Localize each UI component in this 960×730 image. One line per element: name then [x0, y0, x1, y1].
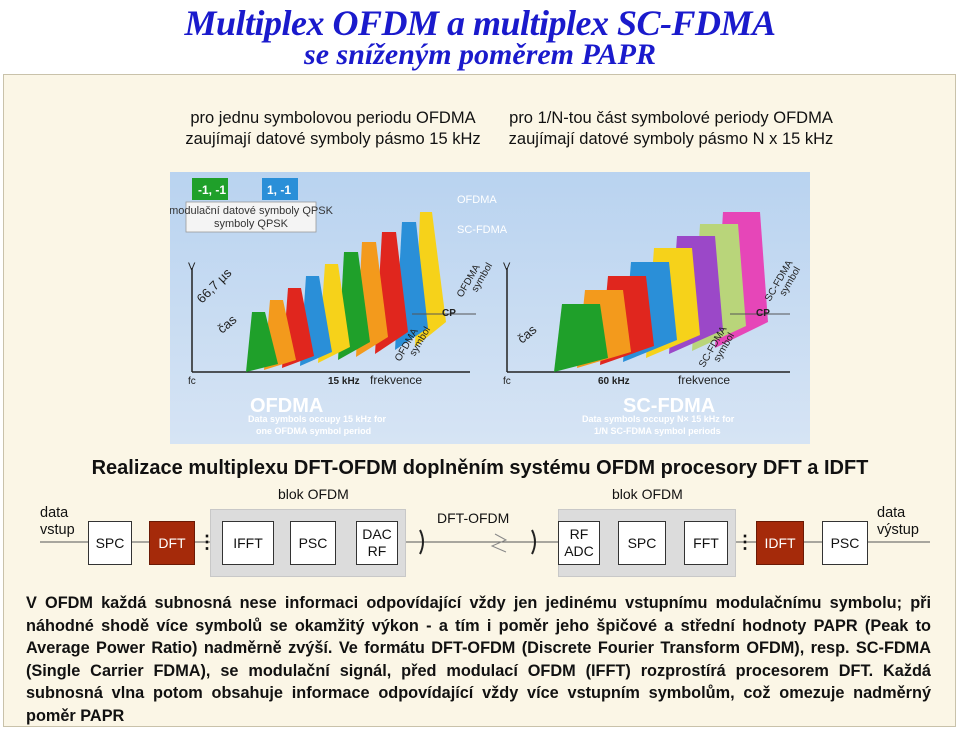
- rx-psc-block: PSC: [822, 521, 868, 565]
- blok-ofdm-right-label: blok OFDM: [612, 486, 683, 502]
- blok-ofdm-left-label: blok OFDM: [278, 486, 349, 502]
- ofdma-freq-label: frekvence: [370, 373, 422, 387]
- ofdma-cp-label: CP: [442, 308, 456, 319]
- page-subtitle: se sníženým poměrem PAPR: [304, 38, 656, 71]
- legend-neg-label: -1, -1: [198, 183, 226, 197]
- ofdma-slices: [246, 212, 446, 372]
- scfdma-freq-label: frekvence: [678, 373, 730, 387]
- tx-dots: ⋮: [198, 532, 216, 552]
- data-input-label: data vstup: [40, 505, 75, 538]
- scfdma-bandwidth: 60 kHz: [598, 376, 630, 387]
- tx-dft-block: DFT: [149, 521, 195, 565]
- scfdma-slice: [554, 304, 608, 372]
- scfdma-name: SC-FDMA: [623, 395, 715, 417]
- caption-ofdma: pro jednu symbolovou periodu OFDMA zaují…: [185, 109, 481, 148]
- tx-psc-block: PSC: [290, 521, 336, 565]
- ofdma-slice: [246, 312, 278, 372]
- legend-box: [185, 201, 317, 233]
- legend-chip-pos: [262, 178, 298, 200]
- caption-scfdma: pro 1/N-tou část symbolové periody OFDMA…: [508, 109, 834, 148]
- rx-antenna-icon: [531, 529, 536, 555]
- tx-dac-rf-block: DAC RF: [356, 521, 398, 565]
- scfdma-note: Data symbols occupy N× 15 kHz for 1/N SC-…: [582, 414, 735, 436]
- rx-rf-adc-block: RF ADC: [558, 521, 600, 565]
- tx-ifft-block: IFFT: [222, 521, 274, 565]
- channel-zigzag-icon: [490, 533, 508, 553]
- ofdma-note: Data symbols occupy 15 kHz for one OFDMA …: [248, 414, 387, 436]
- explanation-paragraph: V OFDM každá subnosná nese informaci odp…: [26, 594, 931, 725]
- ofdma-fc-label: fc: [188, 376, 196, 387]
- channel-label: DFT-OFDM: [437, 510, 510, 526]
- scfdma-v-label: V: [503, 261, 511, 273]
- rx-idft-block: IDFT: [756, 521, 804, 565]
- rx-dots: ⋮: [736, 532, 754, 552]
- ofdma-v-label: V: [188, 261, 196, 273]
- block-diagram-heading: Realizace multiplexu DFT-OFDM doplněním …: [91, 457, 869, 479]
- page-title: Multiplex OFDM a multiplex SC-FDMA: [184, 3, 776, 43]
- legend-pos-label: 1, -1: [267, 183, 291, 197]
- rx-fft-block: FFT: [684, 521, 728, 565]
- ofdma-scfdma-figure: -1, -1 1, -1 modulační datové symboly QP…: [170, 172, 810, 444]
- tx-spc-block: SPC: [88, 521, 132, 565]
- legend-desc: modulační datové symboly QPSK: [170, 205, 334, 217]
- legend-desc-line2: symboly QPSK: [214, 218, 289, 230]
- data-output-label: data výstup: [877, 505, 919, 538]
- legend-chip-neg: [192, 178, 228, 200]
- rx-spc-block: SPC: [618, 521, 666, 565]
- scfdma-cp-label: CP: [756, 308, 770, 319]
- legend-ofdma: OFDMA: [457, 194, 497, 206]
- tx-antenna-icon: [419, 529, 424, 555]
- ofdma-bandwidth: 15 kHz: [328, 376, 360, 387]
- scfdma-fc-label: fc: [503, 376, 511, 387]
- legend-scfdma: SC-FDMA: [457, 224, 508, 236]
- ofdma-name: OFDMA: [250, 395, 323, 417]
